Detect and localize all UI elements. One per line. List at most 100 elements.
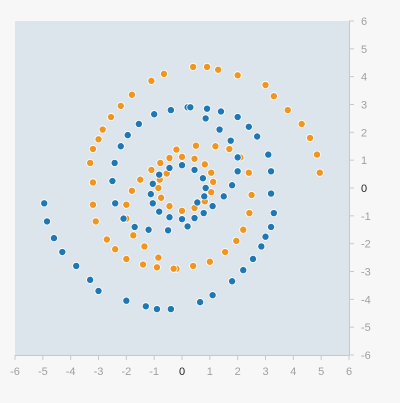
data-point-series-2: [108, 177, 117, 186]
data-point-series-2: [111, 199, 120, 208]
data-point-series-2: [183, 222, 192, 231]
x-axis-ticks: -6 -5 -4 -3 -2 -1 0 1 2 3 4 5 6: [10, 355, 352, 378]
data-point-series-1: [233, 71, 242, 80]
data-point-series-1: [88, 178, 97, 187]
data-point-series-2: [43, 217, 52, 226]
data-point-series-2: [208, 291, 217, 300]
data-point-series-2: [261, 232, 270, 241]
data-point-series-1: [191, 141, 200, 150]
data-point-series-1: [297, 119, 306, 128]
data-point-series-1: [127, 90, 136, 99]
data-point-series-1: [159, 69, 168, 78]
data-point-series-1: [86, 158, 95, 167]
data-point-series-2: [166, 106, 175, 115]
x-tick-label: 5: [318, 366, 324, 378]
data-point-series-2: [239, 266, 248, 275]
data-point-series-1: [88, 200, 97, 209]
data-point-series-1: [189, 62, 198, 71]
data-point-series-2: [267, 222, 276, 231]
data-point-series-1: [122, 254, 131, 263]
data-point-series-1: [312, 150, 321, 159]
data-point-series-2: [233, 153, 242, 162]
data-point-series-1: [247, 190, 256, 199]
y-tick-label: -3: [361, 267, 371, 279]
data-point-series-1: [269, 92, 278, 101]
data-point-series-1: [283, 106, 292, 115]
data-point-series-2: [40, 199, 49, 208]
data-point-series-2: [196, 298, 205, 307]
data-point-series-2: [94, 286, 103, 295]
data-point-series-2: [215, 125, 224, 134]
data-point-series-1: [177, 206, 186, 215]
data-point-series-1: [189, 261, 198, 270]
x-tick-label: -4: [66, 366, 76, 378]
data-point-series-1: [154, 183, 163, 192]
data-point-series-2: [201, 114, 210, 123]
data-point-series-2: [199, 209, 208, 218]
data-point-series-1: [122, 200, 131, 209]
data-point-series-1: [147, 165, 156, 174]
data-point-series-1: [221, 248, 230, 257]
data-point-series-2: [141, 302, 150, 311]
data-point-series-1: [152, 263, 161, 272]
data-point-series-2: [201, 183, 210, 192]
data-point-series-2: [267, 189, 276, 198]
data-point-series-1: [261, 81, 270, 90]
x-tick-label: -5: [38, 366, 48, 378]
data-point-series-2: [146, 190, 155, 199]
data-point-series-1: [140, 242, 149, 251]
x-tick-label: 4: [290, 366, 296, 378]
data-point-series-1: [315, 168, 324, 177]
y-tick-label: 4: [361, 72, 367, 84]
data-point-series-2: [248, 254, 257, 263]
data-point-series-1: [94, 135, 103, 144]
data-point-series-2: [200, 192, 209, 201]
data-point-series-2: [228, 181, 237, 190]
data-point-series-2: [150, 110, 159, 119]
data-point-series-1: [91, 217, 100, 226]
data-point-series-2: [233, 167, 242, 176]
data-point-series-1: [102, 235, 111, 244]
data-point-series-1: [232, 236, 241, 245]
data-point-series-1: [172, 145, 181, 154]
data-point-series-2: [49, 234, 58, 243]
data-point-series-1: [156, 158, 165, 167]
y-tick-label: 0: [361, 183, 367, 195]
data-point-series-1: [165, 153, 174, 162]
x-tick-label: -1: [149, 366, 159, 378]
y-tick-label: 3: [361, 100, 367, 112]
data-point-series-1: [136, 175, 145, 184]
data-point-series-2: [269, 209, 278, 218]
plot-background: [15, 21, 349, 355]
x-tick-label: 6: [346, 366, 352, 378]
data-point-series-2: [148, 179, 157, 188]
data-point-series-1: [207, 168, 216, 177]
data-point-series-1: [306, 133, 315, 142]
data-point-series-1: [209, 177, 218, 186]
data-point-series-2: [86, 275, 95, 284]
x-tick-label: 3: [262, 366, 268, 378]
data-point-series-2: [148, 199, 157, 208]
data-point-series-1: [111, 245, 120, 254]
data-point-series-2: [190, 165, 199, 174]
data-point-series-1: [207, 188, 216, 197]
y-tick-label: 5: [361, 44, 367, 56]
data-point-series-2: [116, 142, 125, 151]
data-point-series-1: [214, 65, 223, 74]
data-point-series-2: [267, 167, 276, 176]
data-point-series-1: [211, 142, 220, 151]
data-point-series-1: [88, 145, 97, 154]
points-layer: [40, 62, 324, 314]
data-point-series-2: [244, 122, 253, 131]
y-tick-label: 6: [361, 16, 367, 28]
data-point-series-1: [225, 145, 234, 154]
y-tick-label: -6: [361, 350, 371, 362]
data-point-series-1: [244, 168, 253, 177]
data-point-series-2: [226, 136, 235, 145]
data-point-series-1: [200, 160, 209, 169]
data-point-series-2: [130, 222, 139, 231]
data-point-series-2: [134, 119, 143, 128]
data-point-series-1: [147, 76, 156, 85]
data-point-series-2: [233, 113, 242, 122]
x-tick-label: -2: [121, 366, 131, 378]
